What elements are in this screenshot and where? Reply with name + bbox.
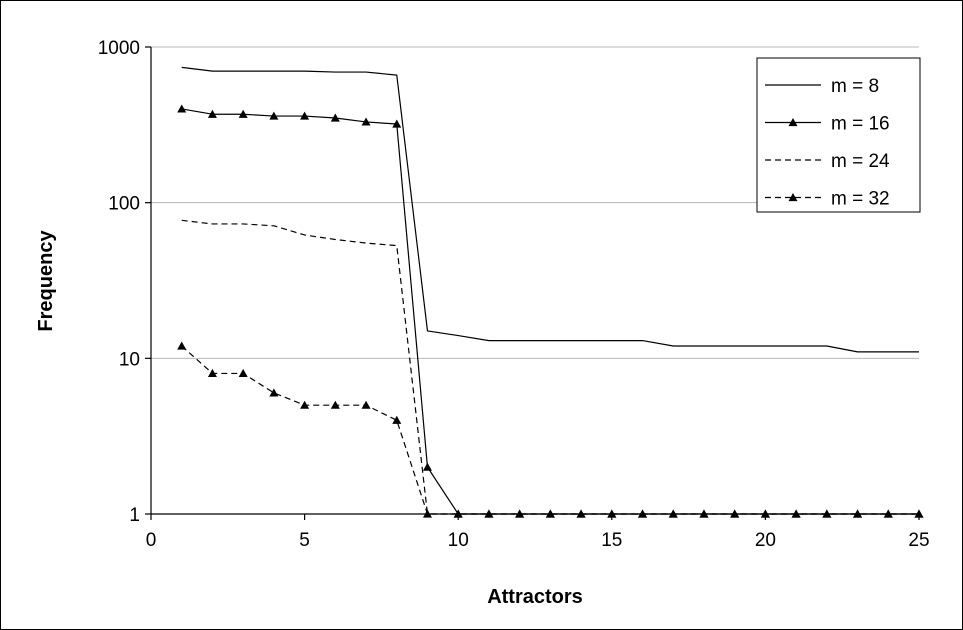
y-tick-label: 100 — [108, 194, 140, 215]
data-point — [207, 109, 217, 118]
y-tick-label: 1000 — [98, 38, 140, 59]
data-point — [484, 509, 494, 518]
x-tick-label: 15 — [601, 530, 622, 551]
data-point — [361, 117, 371, 126]
y-tick-label: 1 — [129, 505, 140, 526]
data-point — [330, 113, 340, 122]
data-point — [238, 109, 248, 118]
data-point — [238, 368, 248, 378]
x-tick-label: 0 — [146, 530, 157, 551]
legend-marker — [788, 193, 798, 202]
data-point — [791, 509, 801, 518]
legend-entry: m = 8 — [765, 76, 879, 97]
data-point — [668, 509, 678, 518]
data-point — [392, 415, 402, 424]
legend-label: m = 32 — [831, 189, 890, 210]
series-m-8 — [181, 66, 919, 353]
data-point — [699, 509, 709, 518]
data-point — [392, 119, 402, 128]
legend-entry: m = 16 — [765, 114, 890, 135]
x-axis-title: Attractors — [487, 586, 583, 608]
x-tick-label: 20 — [755, 530, 776, 551]
data-point — [853, 509, 863, 518]
legend-items: m = 8 m = 16 m = 24 m = 32 — [765, 76, 890, 210]
legend-label: m = 24 — [831, 151, 890, 172]
series-line — [181, 345, 919, 515]
legend-box — [756, 57, 921, 213]
data-point — [638, 509, 648, 518]
data-point — [515, 509, 525, 518]
data-point — [269, 111, 279, 120]
data-point — [361, 400, 371, 409]
data-point — [300, 111, 310, 120]
legend: m = 8 m = 16 m = 24 m = 32 — [756, 57, 921, 213]
y-axis-title: Frequency — [35, 230, 57, 332]
data-point — [730, 509, 740, 518]
data-point — [576, 509, 586, 518]
x-tick-label: 5 — [299, 530, 310, 551]
data-point — [177, 104, 187, 113]
data-point — [453, 509, 463, 518]
series-line — [181, 219, 919, 515]
legend-entry: m = 32 — [765, 189, 890, 210]
legend-label: m = 8 — [831, 76, 879, 97]
series-group — [177, 66, 924, 518]
x-tick-label: 10 — [448, 530, 469, 551]
data-point — [269, 388, 279, 397]
series-line — [181, 66, 919, 353]
data-point — [177, 341, 187, 350]
legend-entry: m = 24 — [765, 151, 890, 172]
data-point — [760, 509, 770, 518]
data-point — [914, 509, 924, 518]
data-point — [545, 509, 555, 518]
data-point — [607, 509, 617, 518]
y-tick-label: 10 — [119, 349, 140, 370]
x-tick-label: 25 — [908, 530, 929, 551]
data-point — [883, 509, 893, 518]
legend-label: m = 16 — [831, 114, 890, 135]
data-point — [207, 368, 217, 378]
data-point — [822, 509, 832, 518]
series-m-32 — [177, 341, 924, 518]
data-point — [422, 462, 432, 471]
data-point — [422, 509, 432, 518]
data-point — [330, 400, 340, 409]
series-m-24 — [181, 219, 919, 515]
legend-marker — [788, 118, 798, 127]
data-point — [300, 400, 310, 409]
